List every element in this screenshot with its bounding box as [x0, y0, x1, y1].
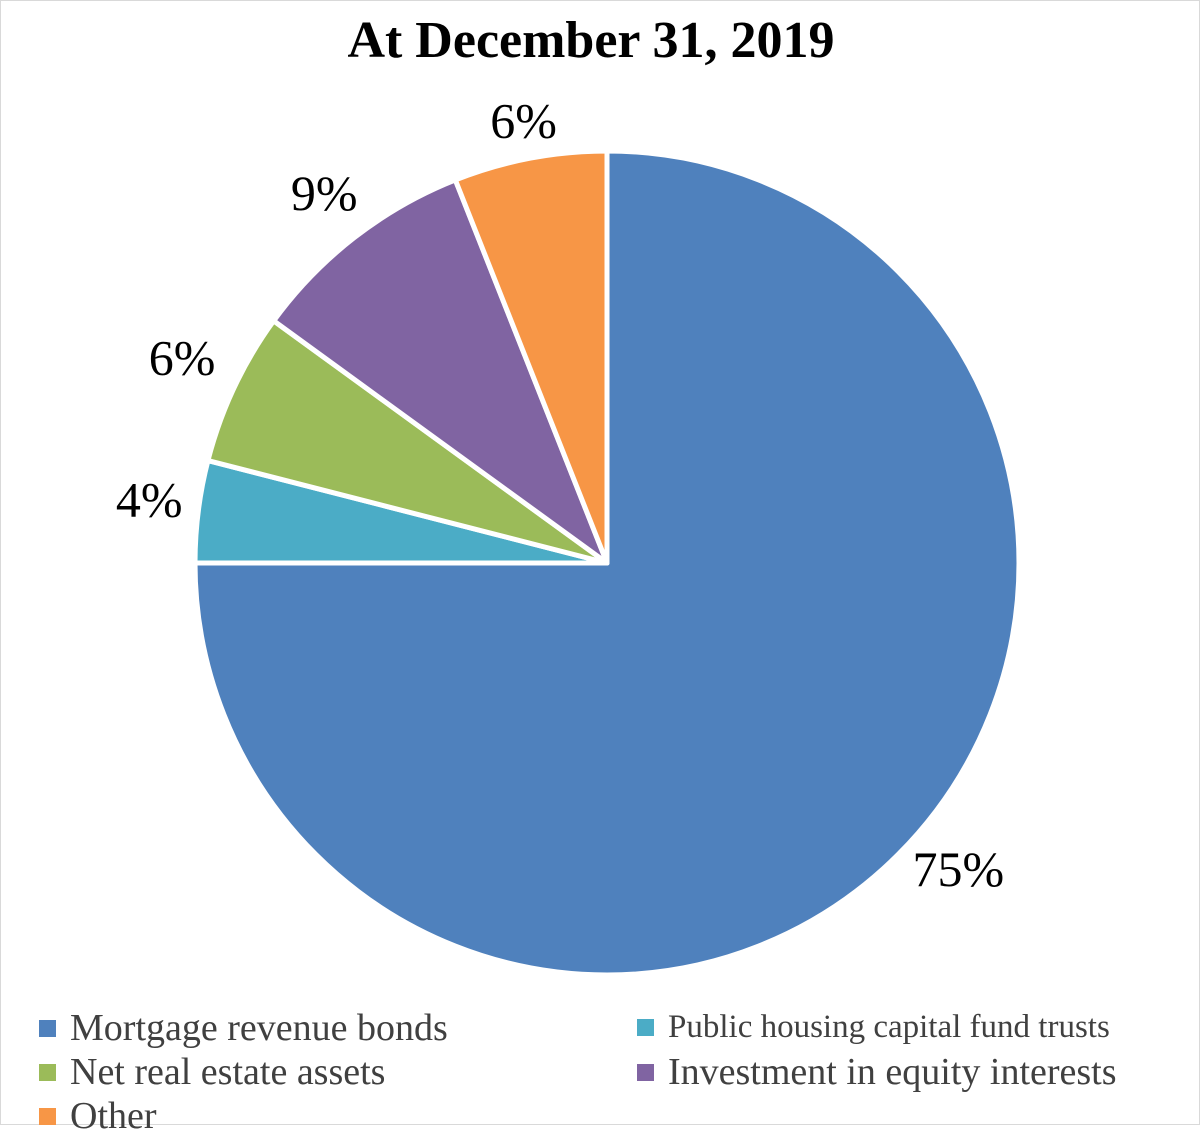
data-label-public-housing-capital-fund-trusts: 4% — [116, 472, 183, 528]
legend-item-mortgage-revenue-bonds: Mortgage revenue bonds — [39, 1009, 448, 1047]
legend-swatch — [637, 1063, 654, 1081]
legend-item-other: Other — [39, 1097, 157, 1135]
legend-label: Other — [70, 1095, 157, 1137]
legend-item-public-housing-capital-fund-trusts: Public housing capital fund trusts — [637, 1011, 1110, 1044]
pie-slice-net-real-estate-assets — [205, 318, 610, 566]
legend-swatch — [39, 1063, 56, 1081]
legend-label: Net real estate assets — [70, 1051, 386, 1093]
data-label-investment-in-equity-interests: 9% — [291, 165, 358, 221]
data-label-mortgage-revenue-bonds: 75% — [912, 841, 1004, 897]
pie-slice-mortgage-revenue-bonds — [192, 148, 1022, 978]
legend-item-net-real-estate-assets: Net real estate assets — [39, 1053, 385, 1091]
pie-slice-investment-in-equity-interests — [271, 177, 610, 566]
pie-slice-other — [452, 148, 610, 566]
legend-label: Mortgage revenue bonds — [70, 1007, 448, 1049]
legend-swatch — [637, 1019, 654, 1036]
legend-label: Investment in equity interests — [668, 1051, 1117, 1093]
pie-chart: 75% 4% 6% 9% 6% — [116, 92, 1022, 978]
legend-item-investment-in-equity-interests: Investment in equity interests — [637, 1053, 1117, 1091]
data-label-net-real-estate-assets: 6% — [149, 329, 216, 385]
chart-title: At December 31, 2019 — [347, 12, 835, 69]
data-label-other: 6% — [490, 92, 557, 148]
legend-label: Public housing capital fund trusts — [668, 1009, 1110, 1045]
legend-swatch — [39, 1107, 56, 1125]
legend-swatch — [39, 1019, 56, 1037]
